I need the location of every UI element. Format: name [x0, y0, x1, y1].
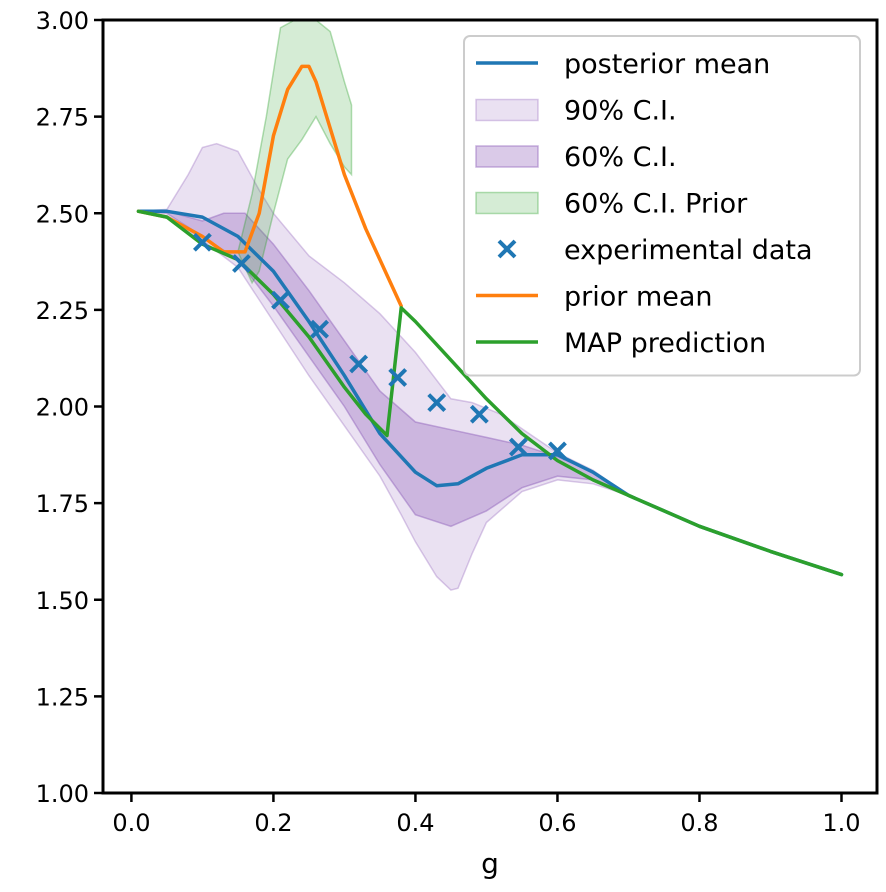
- y-tick-label: 1.75: [36, 490, 89, 518]
- legend-label: 90% C.I.: [564, 96, 677, 127]
- legend-item-ci90: 90% C.I.: [475, 96, 677, 127]
- legend-item-ci60: 60% C.I.: [475, 142, 677, 173]
- data-point: [548, 441, 567, 461]
- legend-label: experimental data: [564, 235, 813, 266]
- legend-item-experimental-data: experimental data: [497, 235, 813, 266]
- x-axis-label: g: [481, 847, 499, 880]
- data-point: [349, 354, 369, 374]
- x-tick-label: 0.2: [254, 809, 292, 837]
- x-tick-label: 0.0: [112, 809, 150, 837]
- confidence-bands: [138, 20, 629, 591]
- y-tick-label: 2.75: [36, 104, 89, 132]
- legend-label: 60% C.I. Prior: [564, 189, 748, 220]
- x-axis: 0.0 0.2 0.4 0.6 0.8 1.0: [112, 793, 861, 837]
- x-tick-label: 0.4: [396, 809, 434, 837]
- y-tick-label: 1.50: [36, 587, 89, 615]
- experimental-data-markers: [192, 232, 567, 461]
- legend-item-ci60-prior: 60% C.I. Prior: [475, 189, 748, 220]
- data-point: [271, 290, 290, 310]
- legend-swatch: [475, 98, 539, 122]
- legend-item-prior-mean: prior mean: [476, 282, 713, 313]
- y-tick-label: 1.00: [36, 780, 89, 808]
- y-tick-label: 1.25: [36, 683, 89, 711]
- y-tick-label: 2.50: [36, 200, 89, 228]
- legend-item-map-prediction: MAP prediction: [476, 328, 766, 359]
- y-tick-label: 2.00: [36, 394, 89, 422]
- legend-swatch: [497, 239, 517, 259]
- x-tick-label: 0.6: [538, 809, 576, 837]
- legend: posterior mean 90% C.I. 60% C.I. 60% C.I. P…: [463, 35, 861, 377]
- data-point: [232, 254, 251, 273]
- data-point: [508, 437, 528, 457]
- legend-swatch: [475, 145, 539, 168]
- data-point: [310, 319, 329, 339]
- legend-label: posterior mean: [564, 49, 770, 80]
- legend-item-posterior-mean: posterior mean: [476, 49, 770, 80]
- y-tick-label: 3.00: [36, 7, 89, 35]
- line-prior-mean: [136, 64, 403, 308]
- x-tick-label: 1.0: [822, 809, 860, 837]
- legend-label: prior mean: [564, 282, 713, 313]
- legend-box: [463, 35, 861, 377]
- y-tick-label: 2.25: [36, 297, 89, 325]
- data-point: [427, 393, 447, 413]
- data-point: [388, 368, 408, 387]
- data-point: [469, 404, 489, 424]
- y-axis: 1.00 1.25 1.50 1.75 2.00 2.25 2.50 2.75 3.00: [36, 7, 103, 808]
- data-point: [192, 232, 212, 252]
- legend-label: 60% C.I.: [564, 142, 677, 173]
- legend-label: MAP prediction: [564, 328, 766, 359]
- x-tick-label: 0.8: [680, 809, 718, 837]
- legend-swatch: [475, 191, 539, 215]
